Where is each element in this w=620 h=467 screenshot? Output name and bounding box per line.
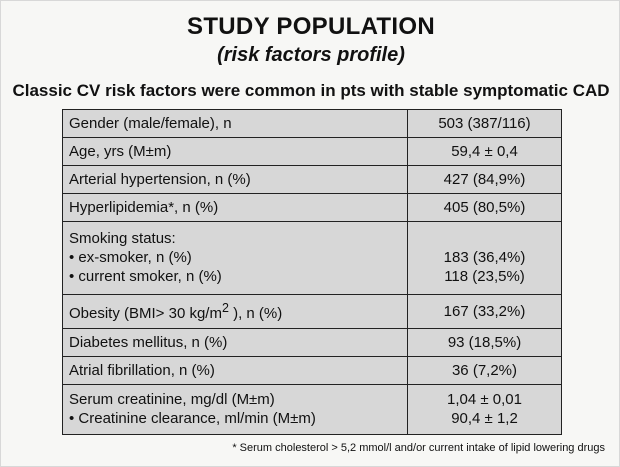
sub-label: Serum creatinine, mg/dl (M±m) <box>69 391 275 409</box>
row-label: Age, yrs (M±m) <box>62 137 408 167</box>
creatinine-labels-cell: Serum creatinine, mg/dl (M±m) • Creatini… <box>62 383 408 436</box>
row-value: 405 (80,5%) <box>407 193 562 223</box>
sub-value: 183 (36,4%) <box>443 249 526 267</box>
footnote: * Serum cholesterol > 5,2 mmol/l and/or … <box>232 442 605 454</box>
row-value: 167 (33,2%) <box>407 293 562 329</box>
sub-value: 90,4 ± 1,2 <box>451 410 518 428</box>
row-label: Diabetes mellitus, n (%) <box>62 327 408 357</box>
table-row: Diabetes mellitus, n (%) 93 (18,5%) <box>62 327 562 357</box>
row-label: Atrial fibrillation, n (%) <box>62 355 408 385</box>
row-label: Smoking status: <box>69 230 176 248</box>
row-value: 36 (7,2%) <box>407 355 562 385</box>
table-row: Obesity (BMI> 30 kg/m2 ), n (%) 167 (33,… <box>62 293 562 329</box>
table-row: Smoking status: • ex-smoker, n (%) • cur… <box>62 221 562 295</box>
table-row: Serum creatinine, mg/dl (M±m) • Creatini… <box>62 383 562 436</box>
smoking-values-cell: 183 (36,4%) 118 (23,5%) <box>407 221 562 295</box>
sub-value: 1,04 ± 0,01 <box>447 391 522 409</box>
slide-headline: Classic CV risk factors were common in p… <box>12 81 610 100</box>
table-row: Atrial fibrillation, n (%) 36 (7,2%) <box>62 355 562 385</box>
sub-label: • Creatinine clearance, ml/min (M±m) <box>69 410 316 428</box>
sub-label: • current smoker, n (%) <box>69 268 222 286</box>
creatinine-values-cell: 1,04 ± 0,01 90,4 ± 1,2 <box>407 383 562 436</box>
row-value: 427 (84,9%) <box>407 165 562 195</box>
table-row: Hyperlipidemia*, n (%) 405 (80,5%) <box>62 193 562 223</box>
sub-label: • ex-smoker, n (%) <box>69 249 192 267</box>
row-value: 93 (18,5%) <box>407 327 562 357</box>
slide-subtitle: (risk factors profile) <box>217 44 405 66</box>
risk-factors-table: Gender (male/female), n 503 (387/116) Ag… <box>62 108 562 436</box>
table-row: Arterial hypertension, n (%) 427 (84,9%) <box>62 165 562 195</box>
row-label: Obesity (BMI> 30 kg/m2 ), n (%) <box>62 293 408 329</box>
slide-title: STUDY POPULATION <box>187 13 435 40</box>
row-label: Arterial hypertension, n (%) <box>62 165 408 195</box>
row-label: Gender (male/female), n <box>62 108 408 139</box>
sub-value: 118 (23,5%) <box>444 268 525 286</box>
row-value: 59,4 ± 0,4 <box>407 137 562 167</box>
table-row: Age, yrs (M±m) 59,4 ± 0,4 <box>62 137 562 167</box>
smoking-status-cell: Smoking status: • ex-smoker, n (%) • cur… <box>62 221 408 295</box>
row-label: Hyperlipidemia*, n (%) <box>62 193 408 223</box>
table-row: Gender (male/female), n 503 (387/116) <box>62 108 562 139</box>
row-value: 503 (387/116) <box>407 108 562 139</box>
